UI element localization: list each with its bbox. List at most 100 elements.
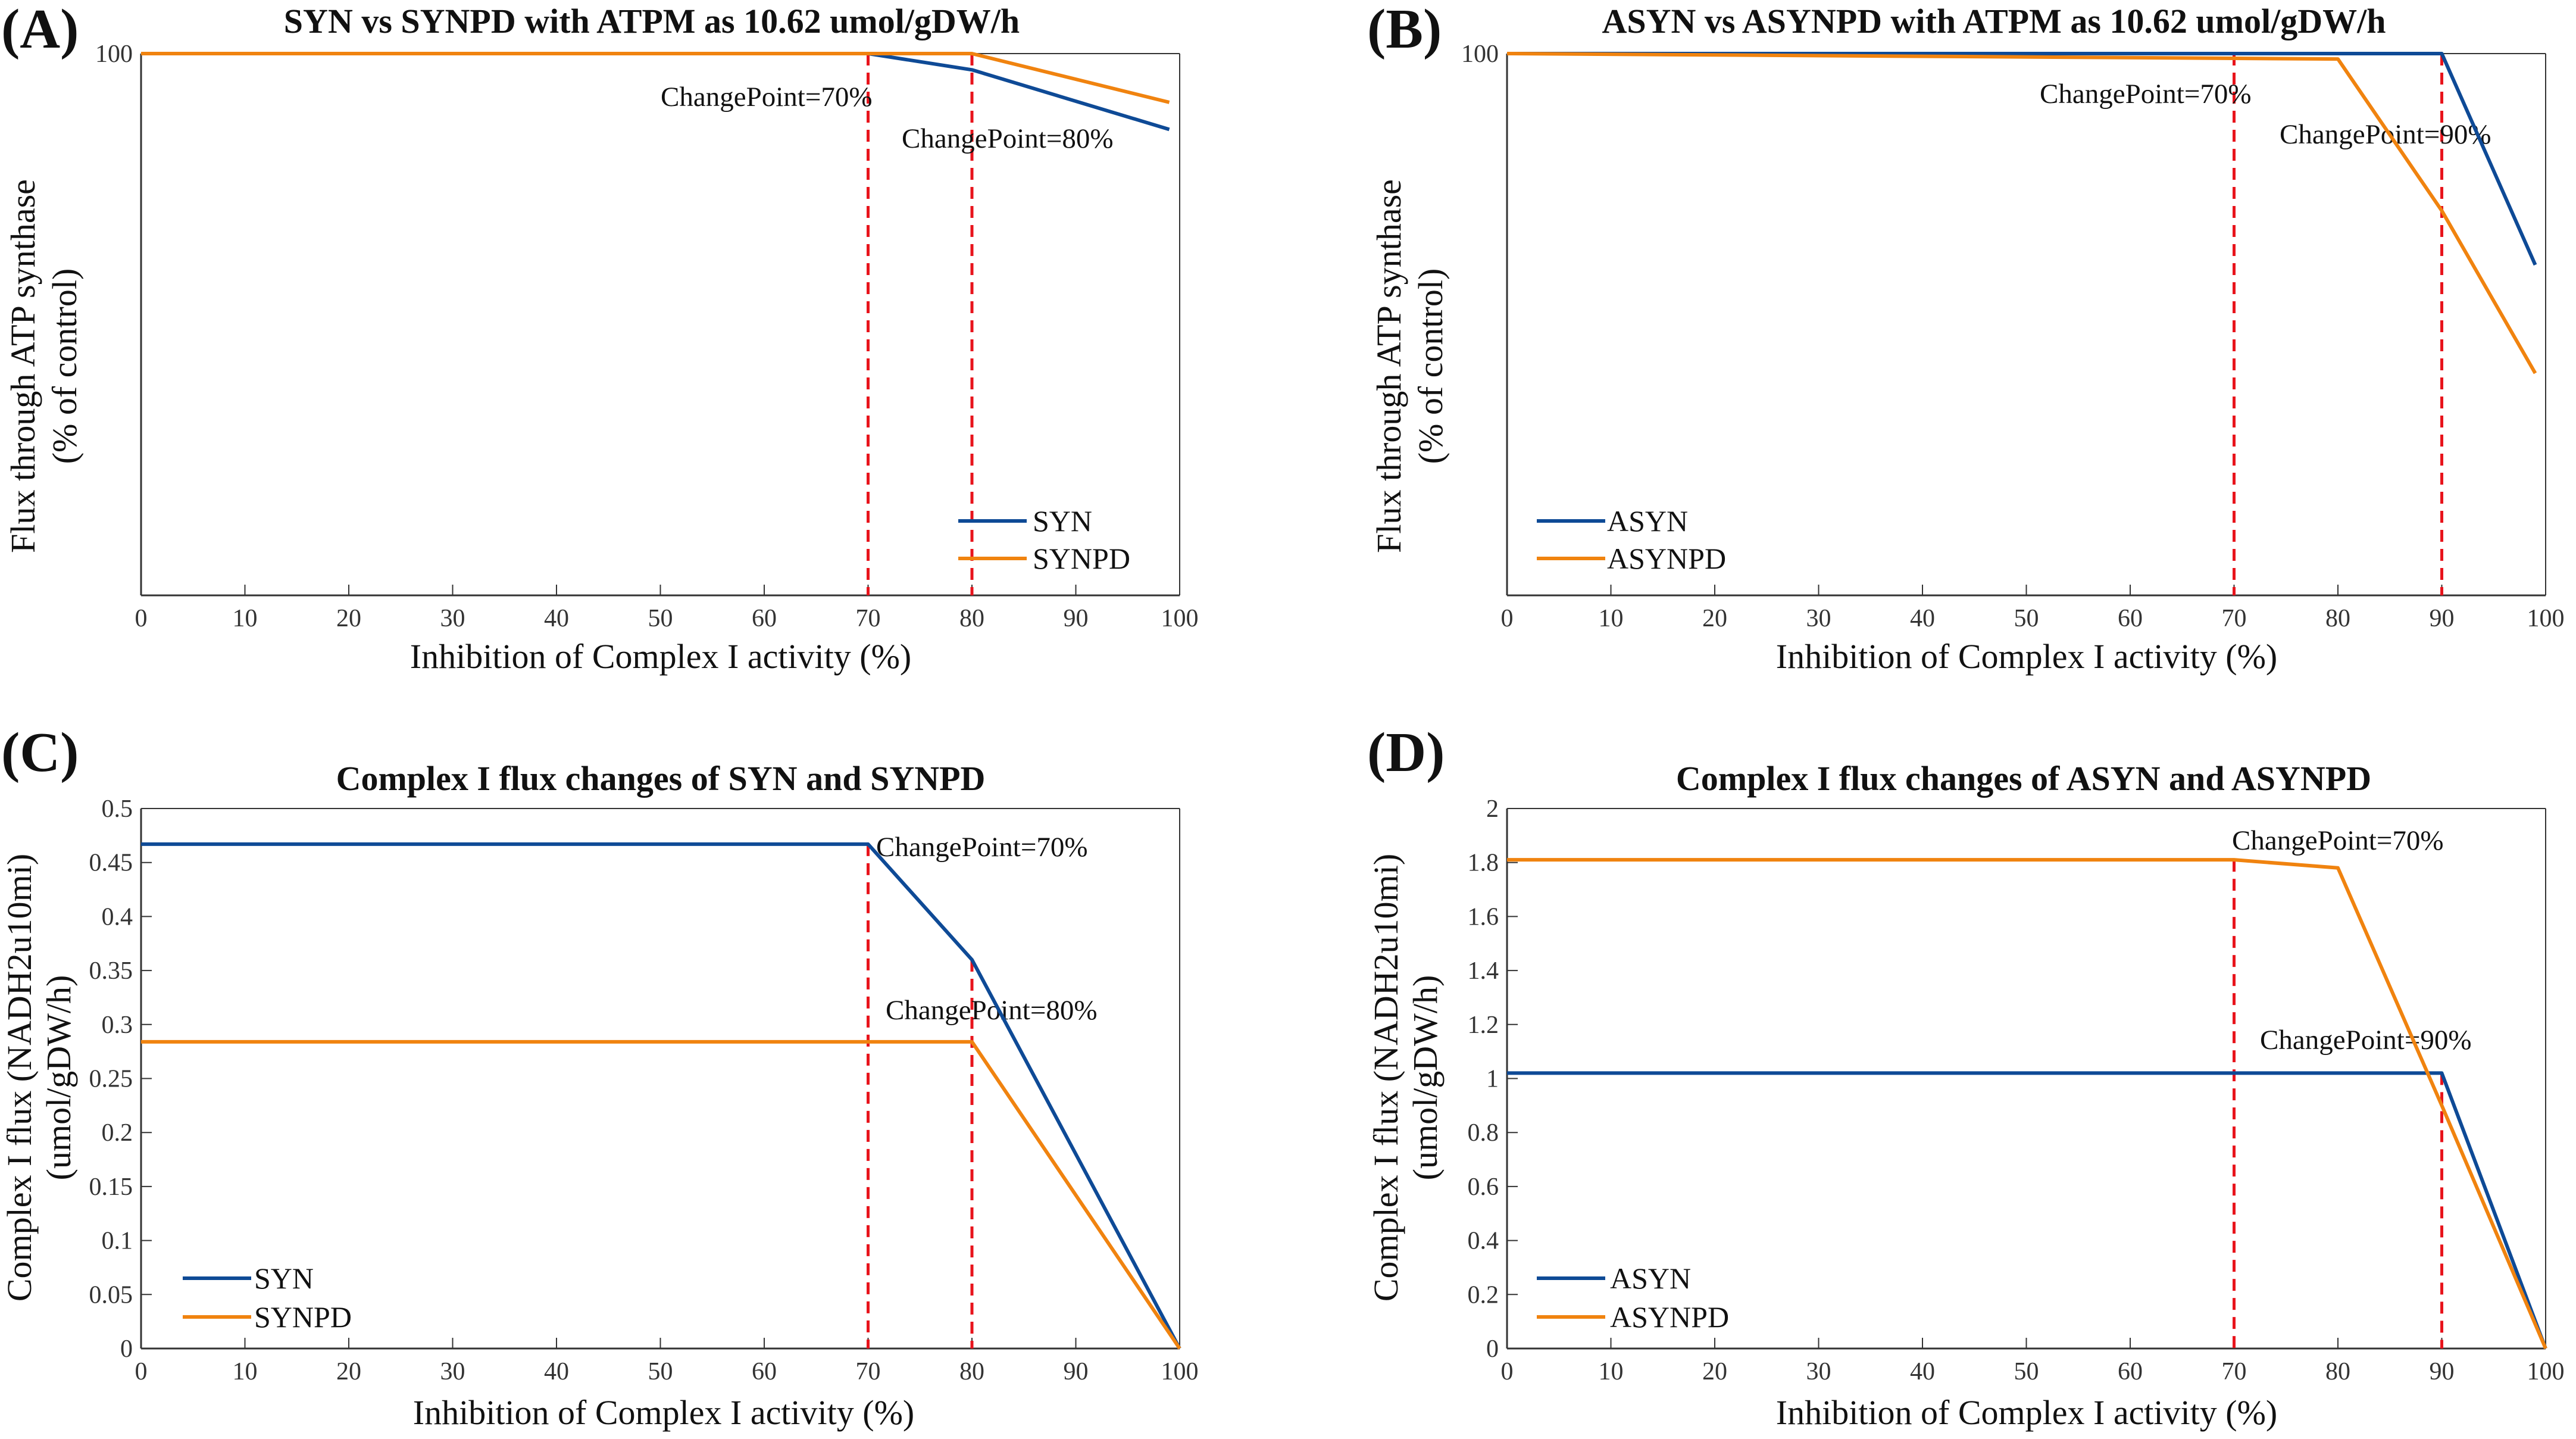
panel-a-x-axis-label: Inhibition of Complex I activity (%) xyxy=(410,637,911,676)
panel-d-y-axis-label-line2: (umol/gDW/h) xyxy=(1406,975,1445,1181)
panel-c-x-tick-label: 20 xyxy=(336,1358,361,1385)
panel-d-x-tick-label: 50 xyxy=(2014,1358,2039,1385)
panel-b-x-tick-label: 50 xyxy=(2014,605,2039,632)
panel-b-x-tick-label: 10 xyxy=(1599,605,1624,632)
panel-d-x-tick-label: 80 xyxy=(2325,1358,2350,1385)
panel-c-title: Complex I flux changes of SYN and SYNPD xyxy=(336,759,986,798)
panel-c-y-tick-label: 0 xyxy=(120,1335,133,1363)
panel-a-x-tick-label: 70 xyxy=(856,605,881,632)
panel-a-plot-area: 0 10 20 30 40 50 60 70 80 90 100 100 ChangePoint=70%… xyxy=(95,40,1199,632)
panel-b-x-tick-label: 60 xyxy=(2118,605,2143,632)
panel-d-x-tick-label: 70 xyxy=(2222,1358,2247,1385)
panel-a-y-axis-label-line1: Flux through ATP synthase xyxy=(4,179,42,553)
panel-a-x-tick-label: 80 xyxy=(959,605,984,632)
panel-d-y-tick-label: 1.8 xyxy=(1468,850,1499,877)
panel-c-series-synpd-line xyxy=(141,1040,1181,1350)
panel-c-x-axis-label: Inhibition of Complex I activity (%) xyxy=(413,1393,914,1432)
panel-c-y-tick-label: 0.15 xyxy=(89,1173,133,1201)
panel-d-letter: (D) xyxy=(1367,722,1445,784)
panel-d-y-tick-label: 2 xyxy=(1486,795,1499,823)
panel-b-title: ASYN vs ASYNPD with ATPM as 10.62 umol/g… xyxy=(1602,2,2386,40)
panel-c-letter: (C) xyxy=(1,722,79,784)
panel-a-letter: (A) xyxy=(1,0,79,60)
panel-b-letter: (B) xyxy=(1367,0,1442,60)
panel-c-x-tick-label: 100 xyxy=(1161,1358,1199,1385)
panel-c: (C) Complex I flux changes of SYN and SY… xyxy=(0,722,1199,1432)
panel-c-y-tick-label: 0.45 xyxy=(89,850,133,877)
panel-c-change-point-label: ChangePoint=80% xyxy=(886,995,1097,1026)
panel-b-x-tick-label: 70 xyxy=(2222,605,2247,632)
panel-a-x-tick-label: 30 xyxy=(440,605,465,632)
panel-a-change-point-label: ChangePoint=80% xyxy=(902,123,1113,154)
panel-c-x-tick-label: 10 xyxy=(233,1358,258,1385)
panel-d-y-tick-label: 0.8 xyxy=(1468,1119,1499,1147)
panel-b-x-tick-label: 0 xyxy=(1501,605,1514,632)
panel-a-y-tick-label: 100 xyxy=(95,40,133,68)
panel-c-y-tick-label: 0.05 xyxy=(89,1281,133,1309)
panel-b-x-tick-label: 40 xyxy=(1910,605,1935,632)
panel-b-x-tick-label: 100 xyxy=(2527,605,2565,632)
panel-b-x-tick-label: 30 xyxy=(1806,605,1831,632)
panel-d: (D) Complex I flux changes of ASYN and A… xyxy=(1367,722,2565,1432)
panel-d-legend-label-asynpd: ASYNPD xyxy=(1610,1300,1729,1334)
panel-d-y-tick-label: 1.2 xyxy=(1468,1012,1499,1039)
panel-d-y-tick-label: 0 xyxy=(1486,1335,1499,1363)
panel-d-x-axis-label: Inhibition of Complex I activity (%) xyxy=(1776,1393,2277,1432)
panel-c-y-axis-label-line2: (umol/gDW/h) xyxy=(39,975,78,1181)
panel-d-change-point-label: ChangePoint=70% xyxy=(2232,825,2443,856)
panel-d-y-tick-label: 0.6 xyxy=(1468,1173,1499,1201)
panel-a-title: SYN vs SYNPD with ATPM as 10.62 umol/gDW… xyxy=(284,2,1020,40)
panel-b-series-asyn-line xyxy=(1507,52,2537,266)
panel-a-x-tick-label: 50 xyxy=(648,605,673,632)
panel-c-x-tick-label: 40 xyxy=(544,1358,569,1385)
panel-d-y-tick-label: 1 xyxy=(1486,1066,1499,1093)
panel-d-x-tick-label: 20 xyxy=(1702,1358,1727,1385)
panel-c-x-tick-label: 80 xyxy=(959,1358,984,1385)
panel-d-change-point-label: ChangePoint=90% xyxy=(2260,1025,2471,1056)
panel-b-x-tick-label: 80 xyxy=(2325,605,2350,632)
panel-c-legend-label-synpd: SYNPD xyxy=(254,1300,352,1334)
panel-a-change-point-label: ChangePoint=70% xyxy=(661,82,872,113)
panel-b-legend-label-asynpd: ASYNPD xyxy=(1607,542,1726,575)
panel-a-x-tick-label: 10 xyxy=(233,605,258,632)
panel-c-y-tick-label: 0.1 xyxy=(102,1228,133,1255)
panel-d-x-tick-label: 40 xyxy=(1910,1358,1935,1385)
panel-c-series-syn-line xyxy=(141,842,1181,1350)
panel-d-plot-area: 0 10 20 30 40 50 60 70 80 90 100 0 0.2 0.4 0.6 0.8 1 1.2 1… xyxy=(1468,795,2565,1385)
panel-c-x-tick-label: 90 xyxy=(1064,1358,1089,1385)
panel-b-y-tick-label: 100 xyxy=(1461,40,1499,68)
panel-b-x-tick-label: 20 xyxy=(1702,605,1727,632)
panel-c-y-tick-label: 0.5 xyxy=(102,795,133,823)
panel-d-x-tick-label: 60 xyxy=(2118,1358,2143,1385)
panel-d-legend-label-asyn: ASYN xyxy=(1610,1262,1691,1295)
panel-c-x-tick-label: 30 xyxy=(440,1358,465,1385)
panel-a-legend-label-synpd: SYNPD xyxy=(1033,542,1130,575)
panel-a-x-tick-label: 100 xyxy=(1161,605,1199,632)
panel-a-x-tick-label: 20 xyxy=(336,605,361,632)
panel-d-y-tick-label: 0.2 xyxy=(1468,1281,1499,1309)
panel-c-y-tick-label: 0.4 xyxy=(102,903,133,931)
panel-d-x-tick-label: 0 xyxy=(1501,1358,1514,1385)
panel-b-series-asynpd-line xyxy=(1506,52,2537,374)
panel-d-series-asyn-line xyxy=(1507,1071,2547,1350)
panel-c-x-tick-label: 70 xyxy=(856,1358,881,1385)
panel-d-x-tick-label: 90 xyxy=(2430,1358,2455,1385)
panel-b-y-axis-label-line1: Flux through ATP synthase xyxy=(1370,179,1408,553)
panel-c-y-tick-label: 0.3 xyxy=(102,1012,133,1039)
panel-b-change-point-label: ChangePoint=70% xyxy=(2040,79,2251,110)
panel-b: (B) ASYN vs ASYNPD with ATPM as 10.62 um… xyxy=(1367,0,2565,676)
panel-b-plot-area: 0 10 20 30 40 50 60 70 80 90 100 100 ChangePoint=70%… xyxy=(1461,40,2565,632)
panel-c-y-axis-label-line1: Complex I flux (NADH2u10mi) xyxy=(0,854,39,1301)
panel-a: (A) SYN vs SYNPD with ATPM as 10.62 umol… xyxy=(1,0,1199,676)
panel-c-change-point-label: ChangePoint=70% xyxy=(876,832,1087,863)
panel-a-x-tick-label: 60 xyxy=(752,605,777,632)
panel-d-y-tick-label: 0.4 xyxy=(1468,1228,1499,1255)
panel-c-y-tick-label: 0.2 xyxy=(102,1119,133,1147)
panel-a-x-tick-label: 0 xyxy=(135,605,148,632)
panel-d-x-tick-label: 30 xyxy=(1806,1358,1831,1385)
panel-c-legend-label-syn: SYN xyxy=(254,1262,314,1295)
panel-c-y-tick-label: 0.25 xyxy=(89,1066,133,1093)
panel-d-x-tick-label: 100 xyxy=(2527,1358,2565,1385)
panel-a-series-synpd-line xyxy=(141,52,1170,104)
